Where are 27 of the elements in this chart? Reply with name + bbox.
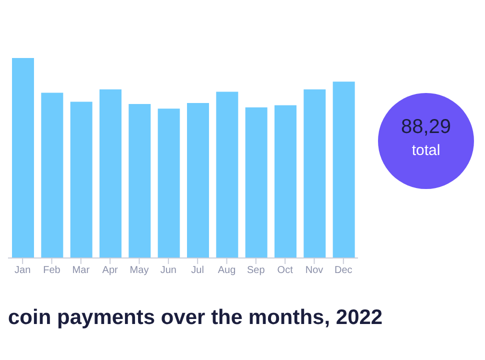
bar bbox=[216, 92, 238, 258]
bar bbox=[128, 104, 151, 258]
bar bbox=[158, 108, 180, 258]
bar bbox=[304, 89, 326, 258]
x-tick-label: Dec bbox=[334, 265, 352, 276]
x-tick-label: Nov bbox=[305, 265, 324, 276]
x-tick-label: Aug bbox=[218, 265, 236, 276]
x-tick-label: Jun bbox=[160, 265, 176, 276]
x-tick-label: Jul bbox=[191, 265, 204, 276]
x-tick-label: Apr bbox=[102, 265, 119, 276]
x-tick-label: Mar bbox=[72, 265, 90, 276]
x-tick-label: Feb bbox=[43, 265, 61, 276]
bar bbox=[332, 82, 355, 258]
bar bbox=[187, 103, 209, 258]
bar bbox=[12, 58, 34, 258]
x-tick-label: Sep bbox=[247, 265, 266, 276]
bar bbox=[274, 105, 296, 258]
x-tick-label: Oct bbox=[277, 265, 294, 276]
text: coin payments over the months, 2022 bbox=[8, 306, 383, 330]
bar bbox=[245, 107, 268, 258]
text: total bbox=[410, 142, 442, 159]
text: 88,29 bbox=[400, 116, 452, 139]
x-tick-label: May bbox=[130, 265, 149, 276]
bar bbox=[100, 89, 122, 258]
bar bbox=[70, 102, 92, 258]
x-tick-label: Jan bbox=[14, 265, 31, 276]
bar bbox=[41, 92, 64, 258]
